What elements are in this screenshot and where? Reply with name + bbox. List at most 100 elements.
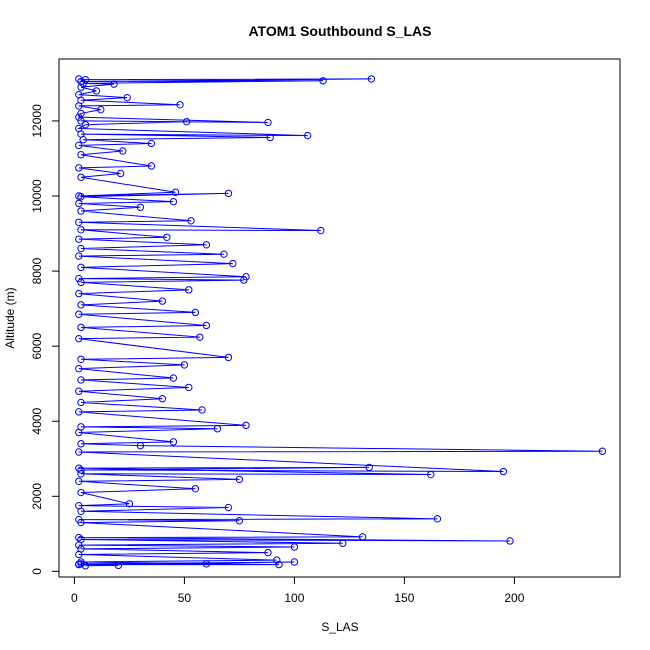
data-point bbox=[198, 406, 206, 414]
data-point bbox=[119, 147, 127, 155]
data-point bbox=[77, 323, 85, 332]
series bbox=[75, 75, 607, 570]
data-point bbox=[136, 203, 145, 211]
data-point bbox=[220, 250, 228, 258]
data-point bbox=[75, 310, 83, 318]
data-point bbox=[598, 447, 607, 455]
series-line bbox=[77, 78, 603, 567]
data-point bbox=[77, 226, 85, 234]
data-point bbox=[365, 463, 373, 472]
data-point bbox=[116, 169, 125, 178]
data-point bbox=[77, 263, 85, 272]
data-point bbox=[75, 164, 83, 172]
data-point bbox=[319, 77, 327, 85]
data-point bbox=[81, 75, 90, 84]
data-point bbox=[213, 425, 222, 433]
data-point bbox=[97, 105, 105, 114]
data-point bbox=[75, 218, 83, 226]
data-point bbox=[77, 77, 85, 86]
data-point bbox=[158, 395, 167, 403]
data-point bbox=[75, 550, 83, 559]
data-point bbox=[77, 109, 85, 118]
data-point bbox=[77, 207, 85, 215]
data-point bbox=[147, 162, 156, 170]
data-point bbox=[163, 233, 171, 242]
data-point bbox=[191, 308, 200, 317]
x-tick-label: 100 bbox=[284, 591, 304, 605]
data-point bbox=[224, 189, 233, 198]
data-point bbox=[75, 235, 83, 243]
data-point bbox=[81, 562, 90, 570]
data-point bbox=[169, 438, 178, 446]
x-tick-label: 200 bbox=[504, 591, 524, 605]
data-point bbox=[75, 274, 83, 283]
data-point bbox=[136, 441, 145, 450]
data-point bbox=[75, 364, 83, 373]
data-point bbox=[75, 477, 83, 485]
data-point bbox=[235, 517, 244, 525]
data-point bbox=[224, 503, 233, 512]
data-point bbox=[506, 537, 514, 545]
data-point bbox=[427, 470, 435, 479]
data-point bbox=[75, 199, 83, 208]
data-point bbox=[75, 334, 83, 343]
data-point bbox=[358, 533, 367, 541]
data-point bbox=[202, 241, 211, 249]
y-tick-label: 6000 bbox=[30, 332, 44, 359]
x-axis-label: S_LAS bbox=[321, 620, 358, 634]
data-point bbox=[77, 518, 85, 527]
data-point bbox=[171, 188, 180, 196]
data-point bbox=[75, 387, 83, 395]
data-point bbox=[77, 355, 85, 363]
data-point bbox=[75, 448, 83, 456]
data-point bbox=[75, 141, 83, 150]
chart-title: ATOM1 Southbound S_LAS bbox=[248, 23, 431, 39]
data-point bbox=[499, 467, 508, 476]
data-point bbox=[77, 193, 85, 201]
data-point bbox=[125, 500, 134, 508]
data-point bbox=[242, 421, 250, 430]
x-axis: 0 50 100 150 200 bbox=[71, 576, 525, 605]
data-point bbox=[290, 558, 299, 566]
data-point bbox=[75, 252, 83, 260]
y-tick-label: 12000 bbox=[30, 104, 44, 138]
y-tick-label: 2000 bbox=[30, 483, 44, 510]
data-point bbox=[123, 93, 131, 102]
data-point bbox=[367, 75, 376, 83]
data-point bbox=[77, 301, 85, 309]
data-point bbox=[79, 79, 87, 88]
y-tick-label: 10000 bbox=[30, 179, 44, 213]
data-point bbox=[147, 139, 156, 148]
x-tick-label: 50 bbox=[178, 591, 192, 605]
data-point bbox=[290, 543, 299, 551]
y-tick-label: 8000 bbox=[30, 257, 44, 284]
data-point bbox=[75, 428, 83, 437]
data-point bbox=[224, 353, 233, 362]
data-point bbox=[75, 533, 83, 542]
data-point bbox=[187, 217, 195, 225]
data-point bbox=[185, 383, 193, 392]
data-point bbox=[79, 136, 87, 144]
data-point bbox=[77, 173, 85, 181]
data-point bbox=[303, 131, 312, 140]
data-point bbox=[77, 466, 85, 474]
data-point bbox=[240, 276, 248, 284]
data-point bbox=[77, 117, 85, 125]
data-point bbox=[169, 374, 178, 382]
x-tick-label: 0 bbox=[71, 591, 78, 605]
data-point bbox=[110, 80, 118, 88]
data-point bbox=[176, 101, 184, 109]
data-point bbox=[75, 541, 83, 549]
data-point bbox=[273, 556, 281, 564]
data-point bbox=[77, 470, 85, 478]
data-point bbox=[182, 117, 191, 126]
data-point bbox=[77, 376, 85, 384]
data-point bbox=[169, 197, 178, 206]
data-point bbox=[275, 560, 283, 569]
data-point bbox=[202, 560, 211, 568]
series-layer bbox=[75, 75, 607, 570]
data-point bbox=[158, 297, 167, 305]
data-point bbox=[77, 83, 85, 91]
y-tick-label: 4000 bbox=[30, 408, 44, 435]
